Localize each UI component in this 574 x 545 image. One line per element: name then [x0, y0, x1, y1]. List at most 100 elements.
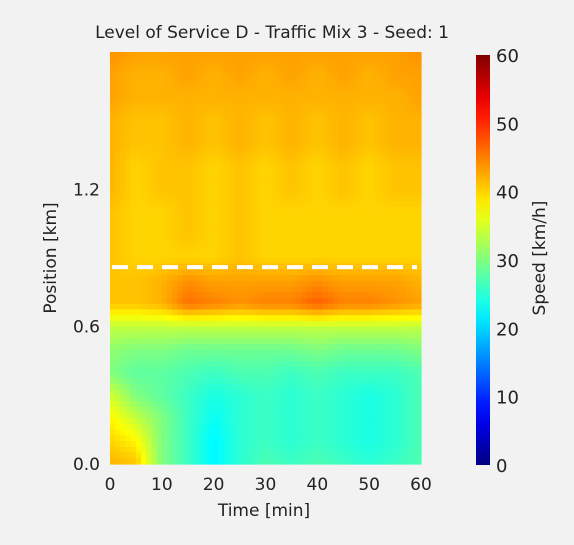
heatmap-cell: [275, 446, 282, 454]
heatmap-cell: [306, 338, 313, 345]
heatmap-cell: [172, 86, 178, 93]
heatmap-cell: [265, 63, 272, 70]
heatmap-cell: [379, 229, 386, 236]
heatmap-cell: [203, 458, 210, 465]
heatmap-cell: [110, 126, 116, 133]
heatmap-cell: [312, 258, 318, 265]
heatmap-cell: [255, 57, 261, 65]
heatmap-cell: [369, 240, 375, 248]
heatmap-cell: [208, 229, 215, 236]
heatmap-cell: [379, 263, 386, 271]
heatmap-cell: [327, 452, 334, 459]
heatmap-cell: [203, 446, 210, 454]
heatmap-cell: [130, 258, 137, 265]
heatmap-cell: [141, 114, 147, 122]
heatmap-cell: [224, 195, 230, 202]
heatmap-cell: [224, 435, 230, 442]
heatmap-cell: [208, 406, 215, 414]
heatmap-cell: [146, 246, 153, 253]
heatmap-cell: [167, 412, 173, 419]
heatmap-cell: [379, 320, 386, 328]
heatmap-cell: [177, 132, 184, 139]
heatmap-cell: [208, 280, 215, 288]
heatmap-cell: [172, 143, 178, 150]
heatmap-cell: [151, 137, 158, 145]
heatmap-cell: [182, 155, 189, 162]
heatmap-cell: [353, 343, 360, 351]
heatmap-cell: [338, 183, 344, 190]
heatmap-cell: [322, 166, 329, 173]
heatmap-cell: [415, 349, 422, 356]
heatmap-cell: [379, 383, 386, 391]
heatmap-cell: [224, 177, 230, 185]
heatmap-cell: [187, 69, 194, 76]
heatmap-cell: [400, 383, 407, 391]
heatmap-cell: [224, 389, 230, 396]
heatmap-cell: [161, 292, 168, 299]
heatmap-cell: [400, 74, 407, 82]
heatmap-cell: [291, 132, 298, 139]
heatmap-cell: [384, 206, 391, 213]
heatmap-cell: [312, 57, 318, 65]
heatmap-cell: [384, 338, 391, 345]
heatmap-cell: [135, 189, 142, 196]
heatmap-cell: [275, 401, 282, 408]
heatmap-cell: [301, 80, 308, 87]
heatmap-cell: [177, 389, 184, 396]
heatmap-cell: [312, 149, 318, 156]
heatmap-cell: [265, 286, 272, 293]
heatmap-cell: [141, 412, 147, 419]
heatmap-cell: [389, 120, 396, 127]
heatmap-cell: [182, 303, 189, 311]
heatmap-cell: [208, 155, 215, 162]
heatmap-cell: [410, 114, 417, 122]
heatmap-cell: [130, 97, 137, 105]
heatmap-cell: [239, 240, 246, 248]
heatmap-cell: [389, 252, 396, 259]
heatmap-cell: [151, 195, 158, 202]
heatmap-cell: [395, 52, 401, 59]
heatmap-cell: [218, 149, 225, 156]
heatmap-cell: [281, 206, 287, 213]
heatmap-cell: [203, 137, 210, 145]
heatmap-cell: [120, 149, 127, 156]
heatmap-cell: [338, 372, 344, 379]
heatmap-cell: [182, 103, 189, 110]
heatmap-cell: [172, 429, 178, 436]
heatmap-cell: [369, 395, 375, 402]
heatmap-cell: [291, 458, 298, 465]
heatmap-cell: [306, 177, 313, 185]
heatmap-cell: [234, 355, 241, 362]
heatmap-cell: [374, 137, 381, 145]
heatmap-cell: [384, 235, 391, 242]
heatmap-cell: [141, 103, 147, 110]
heatmap-cell: [115, 143, 121, 150]
heatmap-cell: [141, 212, 147, 219]
heatmap-cell: [110, 452, 116, 459]
heatmap-cell: [343, 452, 350, 459]
heatmap-cell: [415, 74, 422, 82]
heatmap-cell: [161, 389, 168, 396]
heatmap-cell: [110, 280, 116, 288]
heatmap-cell: [317, 303, 324, 311]
heatmap-cell: [110, 275, 116, 282]
heatmap-cell: [410, 155, 417, 162]
heatmap-cell: [353, 120, 360, 127]
heatmap-cell: [312, 383, 318, 391]
heatmap-cell: [306, 109, 313, 116]
heatmap-cell: [301, 286, 308, 293]
heatmap-cell: [229, 69, 235, 76]
heatmap-cell: [115, 446, 121, 454]
heatmap-cell: [182, 160, 189, 168]
heatmap-cell: [167, 401, 173, 408]
heatmap-cell: [229, 57, 235, 65]
heatmap-cell: [218, 446, 225, 454]
heatmap-cell: [296, 298, 303, 305]
heatmap-cell: [296, 74, 303, 82]
heatmap-cell: [224, 280, 230, 288]
heatmap-cell: [265, 252, 272, 259]
heatmap-cell: [167, 137, 173, 145]
heatmap-cell: [312, 441, 318, 448]
heatmap-cell: [384, 183, 391, 190]
heatmap-cell: [270, 160, 277, 168]
